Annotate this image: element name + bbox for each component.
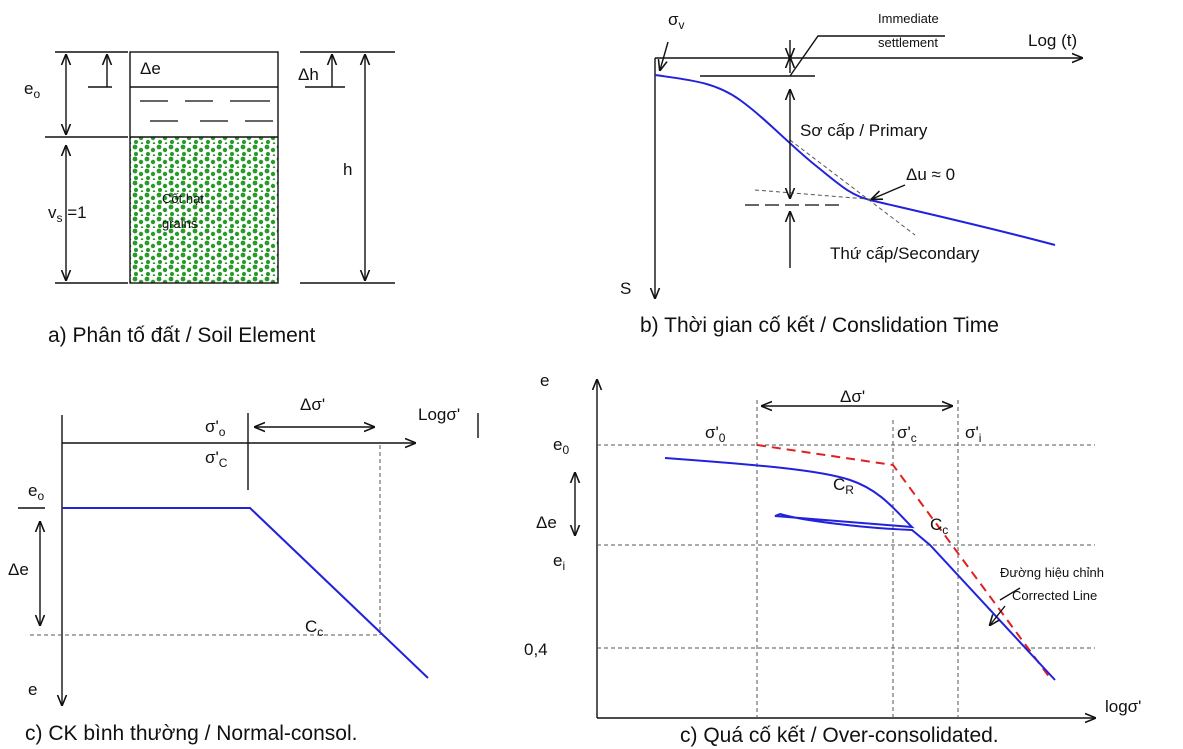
label: Δe bbox=[536, 513, 557, 532]
label: CR bbox=[833, 475, 854, 497]
panel-over-consolidated: e Δσ' σ'0 σ'c σ'i e0 Δe CR Cc ei Đường h… bbox=[524, 371, 1141, 747]
label: Thứ cấp/Secondary bbox=[830, 244, 980, 263]
text-part: σ bbox=[668, 10, 679, 29]
text-part: e bbox=[28, 481, 37, 500]
text-part: v bbox=[48, 203, 57, 222]
label: σ'C bbox=[205, 448, 228, 470]
text-part: =1 bbox=[63, 203, 87, 222]
label: Sơ cấp / Primary bbox=[800, 121, 928, 140]
text-part: C bbox=[305, 617, 317, 636]
text-part: C bbox=[219, 456, 228, 470]
label: Cc bbox=[305, 617, 323, 639]
axis-label: e bbox=[540, 371, 549, 390]
text-part: o bbox=[219, 425, 226, 439]
label: Đường hiệu chỉnh bbox=[1000, 565, 1104, 580]
caption: c) Quá cố kết / Over-consolidated. bbox=[680, 724, 999, 747]
text-part: C bbox=[930, 515, 942, 534]
caption: a) Phân tố đất / Soil Element bbox=[48, 324, 315, 347]
label: settlement bbox=[878, 35, 938, 50]
text-part: c bbox=[911, 431, 917, 445]
text-part: σ' bbox=[897, 423, 911, 442]
axis-label: S bbox=[620, 279, 631, 298]
label: e0 bbox=[553, 435, 569, 457]
label: Δe bbox=[140, 59, 161, 78]
label: eo bbox=[24, 79, 40, 101]
label: Cc bbox=[930, 515, 948, 537]
text-part: σ' bbox=[965, 423, 979, 442]
label: Δu ≈ 0 bbox=[906, 165, 955, 184]
label: Δσ' bbox=[840, 387, 865, 406]
text-part: e bbox=[553, 551, 562, 570]
label: vs =1 bbox=[48, 203, 87, 225]
text-part: 0 bbox=[719, 431, 726, 445]
text-part: s bbox=[57, 211, 63, 225]
label: Δσ' bbox=[300, 395, 325, 414]
axis-label: Log (t) bbox=[1028, 31, 1077, 50]
label: Immediate bbox=[878, 11, 939, 26]
tick-label: 0,4 bbox=[524, 640, 548, 659]
axis-label: Logσ' bbox=[418, 405, 460, 424]
label: σv bbox=[668, 10, 685, 32]
label: σ'i bbox=[965, 423, 981, 445]
label: h bbox=[343, 160, 352, 179]
caption: b) Thời gian cố kết / Conslidation Time bbox=[640, 314, 999, 337]
label: σ'c bbox=[897, 423, 917, 445]
label: Δh bbox=[298, 65, 319, 84]
axis-label: e bbox=[28, 680, 37, 699]
label: eo bbox=[28, 481, 44, 503]
text-part: i bbox=[562, 559, 565, 573]
text-part: o bbox=[37, 489, 44, 503]
panel-soil-element: Δe eo Δh h vs =1 Cốt hạt grains a) Phân … bbox=[24, 51, 395, 347]
label: grains bbox=[162, 216, 198, 231]
text-part: 0 bbox=[562, 443, 569, 457]
text-part: c bbox=[942, 523, 948, 537]
panel-normal-consol: Δσ' Logσ' σ'o σ'C eo Δe Cc e c) CK bình … bbox=[8, 395, 479, 745]
text-part: C bbox=[833, 475, 845, 494]
text-part: e bbox=[24, 79, 33, 98]
text-part: σ' bbox=[205, 448, 219, 467]
text-part: o bbox=[33, 87, 40, 101]
label: Δe bbox=[8, 560, 29, 579]
text-part: e bbox=[553, 435, 562, 454]
text-part: i bbox=[979, 431, 982, 445]
text-part: σ' bbox=[205, 417, 219, 436]
text-part: v bbox=[679, 18, 685, 32]
label: σ'o bbox=[205, 417, 226, 439]
panel-consolidation-time: σv Immediate settlement Log (t) Sơ cấp /… bbox=[620, 10, 1082, 337]
label: σ'0 bbox=[705, 423, 726, 445]
text-part: R bbox=[845, 483, 854, 497]
label: Corrected Line bbox=[1012, 588, 1097, 603]
label: ei bbox=[553, 551, 565, 573]
text-part: σ' bbox=[705, 423, 719, 442]
axis-label: logσ' bbox=[1105, 697, 1141, 716]
label: Cốt hạt bbox=[162, 191, 204, 206]
caption: c) CK bình thường / Normal-consol. bbox=[25, 722, 357, 745]
text-part: c bbox=[317, 625, 323, 639]
